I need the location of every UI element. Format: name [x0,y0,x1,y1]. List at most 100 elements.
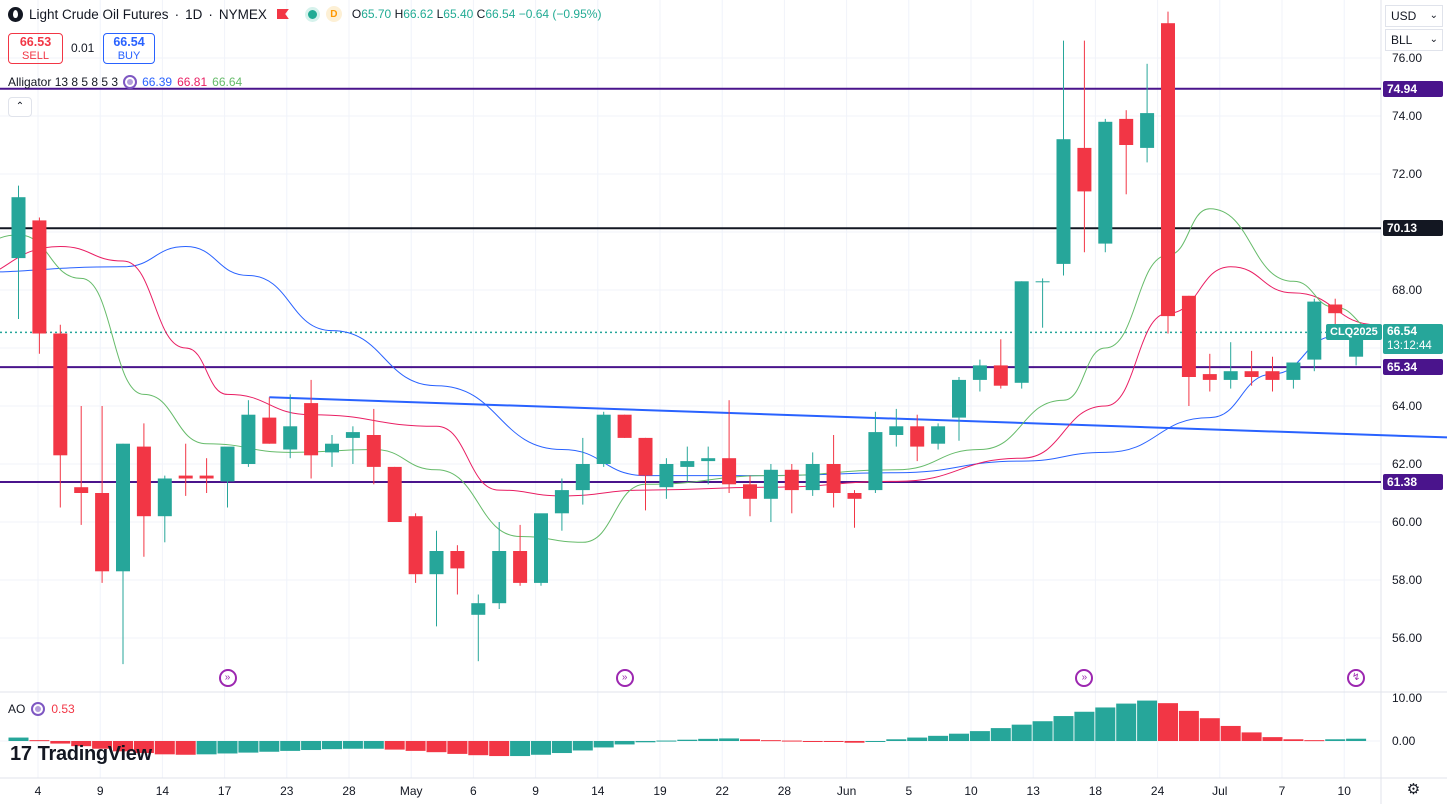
candle[interactable] [513,524,528,586]
candle[interactable] [492,522,507,609]
candle[interactable] [575,437,590,505]
candle-body [116,443,130,572]
ao-legend[interactable]: AO 0.53 [8,702,75,716]
candle[interactable] [53,324,68,508]
candle[interactable] [972,359,987,392]
dividend-event-icon[interactable]: » [1075,669,1094,687]
candle[interactable] [1265,356,1280,392]
dividend-event-icon[interactable]: » [218,669,237,687]
ao-bar [760,740,781,742]
candle[interactable] [262,397,277,444]
candle[interactable] [32,217,47,354]
unit-select[interactable]: BLL ⌄ [1385,29,1443,51]
candle-body [1244,371,1259,377]
candle-body [1328,304,1343,314]
candle[interactable] [304,379,319,479]
candle[interactable] [617,414,632,438]
candle[interactable] [1307,298,1322,372]
candle[interactable] [408,513,423,583]
time-tick-label: 23 [280,784,294,798]
candle[interactable] [701,446,716,485]
candle[interactable] [345,426,360,464]
candle-body [1265,371,1280,380]
candle[interactable] [826,435,841,508]
candle[interactable] [1244,350,1259,386]
ao-histogram [8,700,1367,757]
candle[interactable] [1181,295,1196,406]
candle[interactable] [1014,281,1029,389]
candle[interactable] [1098,118,1113,253]
candle[interactable] [952,377,966,441]
candle[interactable] [1202,353,1217,392]
candle[interactable] [784,464,799,514]
candle[interactable] [325,435,339,467]
candle[interactable] [743,475,757,517]
trend-line[interactable] [269,396,1447,439]
candle[interactable] [1035,278,1050,328]
candle[interactable] [1119,110,1134,195]
indicator-settings-icon[interactable] [123,75,138,89]
candle[interactable] [178,443,193,496]
ao-bar [823,741,844,742]
candle[interactable] [554,478,569,531]
candle[interactable] [74,406,89,525]
ao-bar [1241,732,1262,741]
candle[interactable] [429,530,444,627]
ao-bar [175,741,196,755]
ao-bar [740,739,760,741]
candle[interactable] [910,414,925,462]
candle[interactable] [596,411,611,467]
ao-bar [677,739,698,741]
candle[interactable] [1286,362,1301,389]
candle[interactable] [199,458,214,493]
gear-icon[interactable]: ⚙ [1406,781,1421,798]
candle[interactable] [638,437,653,511]
candle[interactable] [763,464,778,522]
upcoming-event-icon[interactable]: ↯ [1347,669,1366,687]
candle[interactable] [1161,11,1175,334]
flag-icon[interactable] [276,9,289,19]
dividend-event-icon[interactable]: » [615,669,634,687]
candle[interactable] [387,466,402,522]
alligator-legend[interactable]: Alligator 13 8 5 8 5 3 66.39 66.81 66.64 [8,75,242,89]
candle[interactable] [659,458,674,499]
currency-select[interactable]: USD ⌄ [1385,5,1443,27]
candle[interactable] [993,339,1008,389]
candle[interactable] [220,446,235,508]
ao-bar [468,741,489,756]
sell-button[interactable]: 66.53 SELL [8,33,63,64]
candle[interactable] [157,475,172,543]
candle[interactable] [931,423,946,450]
candle[interactable] [136,423,151,557]
ao-settings-icon[interactable] [31,702,46,716]
candle[interactable] [805,452,820,496]
buy-button[interactable]: 66.54 BUY [103,33,155,64]
candle[interactable] [11,185,26,319]
candle[interactable] [283,394,298,459]
symbol-title[interactable]: Light Crude Oil Futures [29,6,169,22]
ao-bar [280,741,301,751]
candle[interactable] [241,400,256,467]
candle[interactable] [680,446,695,482]
candle[interactable] [868,411,883,493]
tradingview-logo[interactable]: 17 TradingView [10,743,152,766]
candle[interactable] [1077,40,1092,253]
candle-body [701,458,716,462]
candle[interactable] [534,513,548,586]
candle[interactable] [1140,63,1155,163]
candle[interactable] [847,490,862,528]
candle[interactable] [95,406,110,583]
candle[interactable] [1223,342,1238,389]
candle[interactable] [366,408,381,485]
candle[interactable] [1056,40,1071,276]
ao-bar [844,741,865,743]
candle[interactable] [116,443,130,665]
collapse-legend-button[interactable]: ⌃ [8,97,32,117]
candle[interactable] [471,594,486,662]
candle[interactable] [889,408,904,447]
candle-body [199,475,214,479]
candle[interactable] [450,545,465,595]
delayed-badge[interactable]: D [325,6,342,22]
candle[interactable] [722,400,737,493]
